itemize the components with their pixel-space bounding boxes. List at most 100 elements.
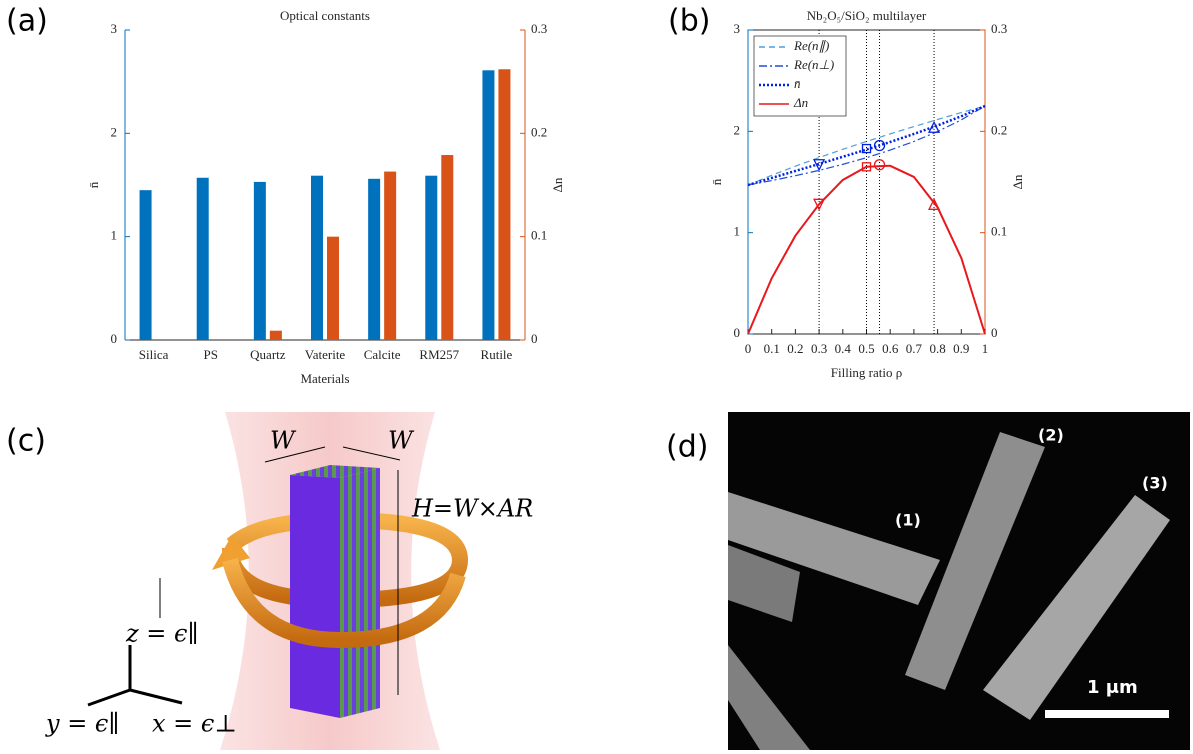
x-tick-label: 0.1	[764, 341, 780, 356]
rod	[983, 495, 1170, 720]
dim-label: H=W×AR	[411, 495, 533, 523]
y-axis-label: n̄	[86, 181, 101, 188]
x-tick-label: Rutile	[481, 347, 513, 362]
x-tick-label: 0	[745, 341, 752, 356]
dim-label: W	[270, 427, 297, 455]
panel-label: (d)	[666, 430, 708, 465]
chart-title: Nb₂O₅/SiO₂ multilayer	[807, 8, 927, 23]
x-tick-label: Vaterite	[305, 347, 346, 362]
legend-label: Re(n⊥)	[793, 57, 834, 72]
x-tick-label: Quartz	[250, 347, 286, 362]
x-tick-label: 1	[982, 341, 989, 356]
panel-label: (c)	[6, 424, 46, 459]
bar	[498, 69, 511, 341]
bar	[425, 175, 438, 340]
axis-label: x = ϵ⊥	[152, 710, 237, 738]
arrow-head	[212, 535, 250, 570]
x-axis-label: Materials	[300, 371, 349, 386]
bar	[253, 181, 266, 340]
rod-side	[340, 468, 380, 718]
bar	[482, 70, 495, 341]
legend-box	[753, 35, 847, 117]
y2-tick-label: 0.3	[991, 21, 1007, 36]
rod-face	[290, 475, 340, 718]
bar	[384, 171, 397, 340]
axis-label: y = ϵ∥	[45, 710, 119, 738]
y-tick-label: 3	[734, 21, 741, 36]
legend-label: Re(n∥)	[793, 38, 829, 53]
x-tick-label: 0.8	[929, 341, 945, 356]
x-tick-label: 0.6	[882, 341, 899, 356]
y2-tick-label: 0.3	[531, 21, 547, 36]
panel-label: (b)	[668, 4, 710, 39]
rotation-ring-front	[222, 557, 466, 649]
axis-label: z = ϵ∥	[125, 620, 199, 648]
series-line	[747, 105, 986, 186]
x-tick-label: 0.2	[787, 341, 803, 356]
y2-tick-label: 0.1	[991, 224, 1007, 239]
y-tick-label: 1	[734, 224, 741, 239]
marker	[873, 159, 886, 171]
marker	[873, 139, 886, 152]
series-line	[747, 164, 986, 335]
y-tick-label: 0	[734, 325, 741, 340]
y-tick-label: 3	[111, 21, 118, 36]
scale-label: 1 μm	[1087, 677, 1138, 698]
x-tick-label: 0.4	[835, 341, 852, 356]
x-tick-label: Silica	[139, 347, 169, 362]
x-tick-label: RM257	[419, 347, 459, 362]
chart-title: Optical constants	[280, 8, 370, 23]
rod	[905, 432, 1045, 690]
x-axis-label: Filling ratio ρ	[831, 365, 903, 380]
rod	[728, 645, 810, 750]
bar	[441, 155, 454, 340]
bar	[139, 190, 152, 340]
axis-arrow	[87, 688, 131, 707]
bar	[327, 236, 339, 340]
series-line	[747, 104, 986, 187]
marker	[927, 120, 941, 133]
panel-label: (a)	[6, 4, 48, 39]
y2-tick-label: 0.2	[531, 124, 547, 139]
y2-tick-label: 0.1	[531, 228, 547, 243]
axis-arrow	[129, 688, 183, 705]
x-tick-label: 0.3	[811, 341, 827, 356]
y-tick-label: 2	[111, 124, 118, 139]
diagram: W W H=W×AR z = ϵ∥ y = ϵ∥ x = ϵ⊥	[45, 412, 533, 750]
bar	[311, 175, 323, 340]
y-tick-label: 1	[111, 228, 118, 243]
marker	[813, 198, 826, 211]
scale-bar	[1045, 710, 1169, 718]
rod-label: (1)	[895, 511, 921, 530]
x-tick-label: 0.9	[953, 341, 969, 356]
y-tick-label: 2	[734, 122, 741, 137]
bar	[269, 330, 282, 340]
dim-label: W	[388, 427, 415, 455]
y2-axis-label: Δn	[1010, 174, 1025, 189]
rod-top	[290, 465, 380, 478]
rod	[728, 545, 800, 622]
y-tick-label: 0	[111, 331, 118, 346]
y2-tick-label: 0	[991, 325, 998, 340]
x-tick-label: PS	[203, 347, 217, 362]
bar	[368, 178, 381, 340]
y2-axis-label: Δn	[550, 177, 565, 192]
rod-label: (2)	[1038, 426, 1064, 445]
y2-tick-label: 0	[531, 331, 538, 346]
rod-label: (3)	[1142, 474, 1168, 493]
dim-line	[342, 446, 401, 461]
x-tick-label: Calcite	[364, 347, 401, 362]
sem-image: (1) (2) (3) 1 μm	[728, 412, 1190, 750]
bar	[196, 177, 209, 340]
marker	[813, 159, 826, 172]
y-axis-label: n̄	[709, 178, 724, 185]
y2-tick-label: 0.2	[991, 122, 1007, 137]
marker	[927, 197, 941, 210]
marker	[861, 143, 872, 154]
legend-label: n̄	[794, 76, 801, 91]
x-tick-label: 0.7	[906, 341, 923, 356]
dim-line	[264, 446, 326, 463]
rod	[728, 492, 940, 605]
marker	[861, 162, 872, 172]
